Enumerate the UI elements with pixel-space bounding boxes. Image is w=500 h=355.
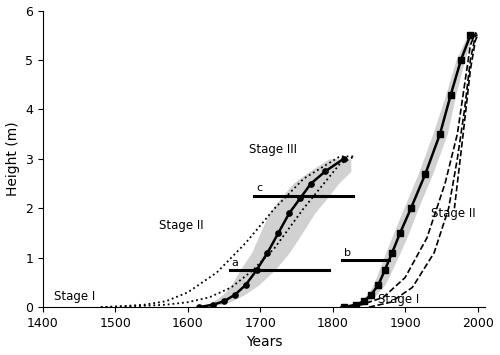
Text: b: b	[344, 248, 350, 258]
Text: Stage I: Stage I	[378, 293, 419, 306]
Text: Stage II: Stage II	[430, 207, 475, 220]
Text: Stage I: Stage I	[54, 290, 95, 303]
Text: Stage III: Stage III	[250, 143, 298, 157]
X-axis label: Years: Years	[246, 335, 282, 349]
Y-axis label: Height (m): Height (m)	[6, 121, 20, 196]
Text: c: c	[256, 183, 262, 193]
Text: a: a	[231, 258, 238, 268]
Text: Stage II: Stage II	[159, 219, 204, 232]
